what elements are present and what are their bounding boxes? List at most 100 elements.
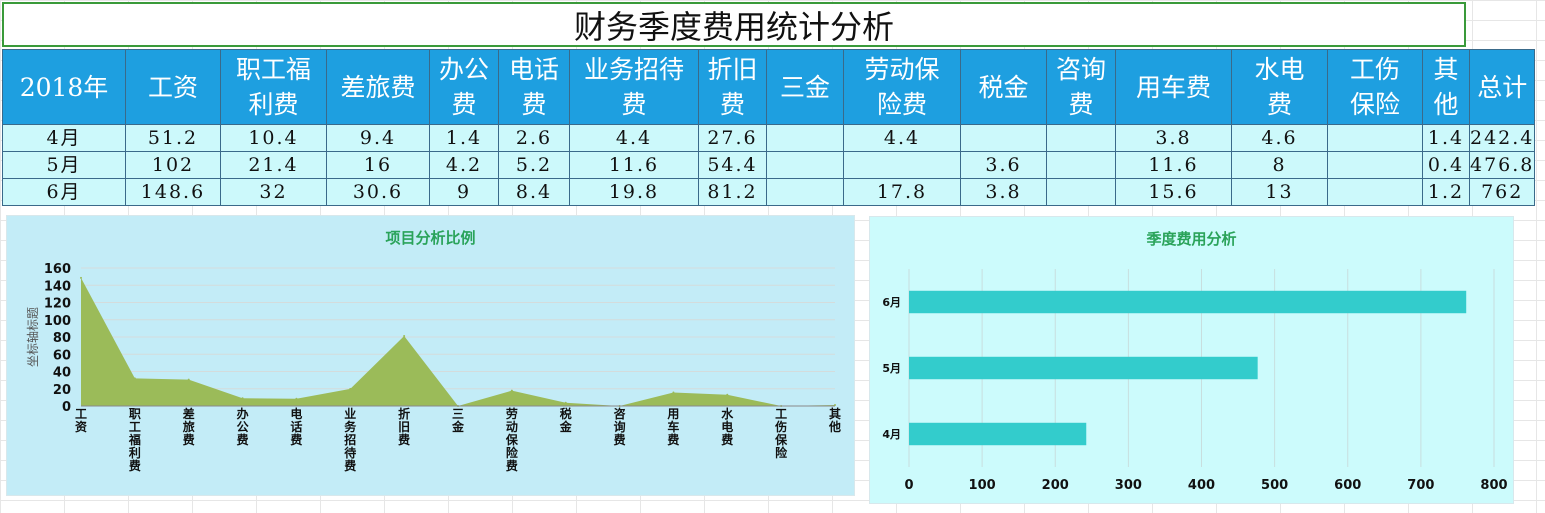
value-cell[interactable]: [1046, 124, 1116, 152]
value-cell[interactable]: 148.6: [125, 178, 221, 206]
x-tick-char: 公: [237, 420, 249, 434]
value-cell[interactable]: 15.6: [1115, 178, 1232, 206]
area-chart-panel[interactable]: 项目分析比例 0 20 40 60 80 100 120 140 160 工资 职工福利费 差旅费 办公…: [6, 215, 855, 496]
bar-chart-panel[interactable]: 季度费用分析 0 100 200 300 400 500 600 700 800 4月 5月 6月: [869, 216, 1514, 504]
x-tick-char: 电: [721, 419, 733, 434]
x-tick-label: 500: [1261, 478, 1288, 493]
value-cell[interactable]: 54.4: [698, 151, 767, 179]
value-cell[interactable]: 2.6: [498, 124, 570, 152]
value-cell[interactable]: 21.4: [220, 151, 327, 179]
value-cell[interactable]: 11.6: [1115, 151, 1232, 179]
value-cell[interactable]: [1327, 178, 1423, 206]
value-cell[interactable]: 9: [429, 178, 499, 206]
column-header[interactable]: 水电费: [1231, 49, 1328, 125]
column-header[interactable]: 劳动保 险费: [843, 49, 961, 125]
x-tick-char: 险: [506, 445, 519, 460]
x-tick-char: 费: [398, 432, 410, 447]
column-header[interactable]: 电话费: [498, 49, 570, 125]
column-header[interactable]: 咨询费: [1046, 49, 1116, 125]
value-cell[interactable]: [1327, 124, 1423, 152]
row-label-cell[interactable]: 5月: [2, 151, 126, 179]
value-cell[interactable]: 17.8: [843, 178, 961, 206]
value-cell[interactable]: 4.4: [843, 124, 961, 152]
x-tick-label: 600: [1334, 478, 1361, 493]
value-cell[interactable]: 9.4: [326, 124, 430, 152]
value-cell[interactable]: 3.8: [1115, 124, 1232, 152]
column-header[interactable]: 三金: [766, 49, 844, 125]
value-cell[interactable]: 32: [220, 178, 327, 206]
row-label-cell[interactable]: 4月: [2, 124, 126, 152]
value-cell[interactable]: [766, 124, 844, 152]
value-cell[interactable]: 4.6: [1231, 124, 1328, 152]
column-header[interactable]: 用车费: [1115, 49, 1232, 125]
column-header[interactable]: 办公费: [429, 49, 499, 125]
value-cell[interactable]: [843, 151, 961, 179]
value-cell[interactable]: 242.4: [1468, 124, 1536, 152]
value-cell[interactable]: 27.6: [698, 124, 767, 152]
column-header[interactable]: 2018年: [2, 49, 126, 125]
value-cell[interactable]: 1.4: [429, 124, 499, 152]
value-cell[interactable]: 81.2: [698, 178, 767, 206]
x-tick-label: 电话费: [290, 406, 302, 447]
value-cell[interactable]: 102: [125, 151, 221, 179]
value-cell[interactable]: 8.4: [498, 178, 570, 206]
value-cell[interactable]: 51.2: [125, 124, 221, 152]
column-header-text: 三金: [779, 72, 830, 102]
row-label-cell[interactable]: 6月: [2, 178, 126, 206]
value-cell[interactable]: 762: [1468, 178, 1536, 206]
column-header-text: 职工福: [235, 55, 311, 84]
value-cell[interactable]: 13: [1231, 178, 1328, 206]
x-tick-label: 其他: [828, 406, 841, 434]
column-header-text: 费: [451, 90, 477, 119]
area-chart-title: 项目分析比例: [385, 229, 476, 247]
column-header[interactable]: 工伤 保险: [1327, 49, 1423, 125]
value-cell[interactable]: [1046, 178, 1116, 206]
sheet-title-cell[interactable]: 财务季度费用统计分析: [2, 2, 1466, 47]
column-header[interactable]: 其他: [1422, 49, 1470, 125]
column-header-text: 劳动保: [864, 55, 940, 84]
x-tick-char: 旧: [398, 420, 410, 434]
value-cell[interactable]: 8: [1231, 151, 1328, 179]
column-header[interactable]: 工资: [125, 49, 221, 125]
x-tick-char: 费: [614, 432, 626, 447]
column-header-text: 用车费: [1135, 72, 1211, 102]
x-tick-label: 职工福利费: [128, 407, 141, 473]
column-header[interactable]: 折旧费: [698, 49, 767, 125]
bar-chart: 0 100 200 300 400 500 600 700 800 4月 5月 6月: [882, 269, 1508, 493]
value-cell[interactable]: [960, 124, 1047, 152]
column-header[interactable]: 税金: [960, 49, 1047, 125]
y-tick-label: 0: [62, 400, 71, 415]
column-header-text: 差旅费: [340, 72, 416, 102]
value-cell[interactable]: 4.4: [569, 124, 699, 152]
value-cell[interactable]: 1.4: [1422, 124, 1470, 152]
value-cell[interactable]: 3.8: [960, 178, 1047, 206]
value-cell[interactable]: 30.6: [326, 178, 430, 206]
value-cell[interactable]: 476.8: [1468, 151, 1536, 179]
column-header[interactable]: 差旅费: [326, 49, 430, 125]
column-header-text: 总计: [1477, 72, 1528, 102]
x-tick-char: 费: [506, 458, 518, 473]
column-header[interactable]: 职工福 利费: [220, 49, 327, 125]
value-cell[interactable]: 0.4: [1422, 151, 1470, 179]
x-tick-label: 咨询费: [614, 406, 626, 447]
column-header[interactable]: 总计: [1468, 49, 1536, 125]
x-tick-char: 差: [182, 406, 195, 421]
value-cell[interactable]: 1.2: [1422, 178, 1470, 206]
value-cell[interactable]: 5.2: [498, 151, 570, 179]
value-cell[interactable]: 19.8: [569, 178, 699, 206]
x-tick-char: 工: [129, 420, 141, 434]
x-tick-char: 水: [721, 406, 734, 421]
x-tick-label: 0: [904, 478, 913, 493]
value-cell[interactable]: [1046, 151, 1116, 179]
x-tick-char: 金: [559, 419, 573, 434]
value-cell[interactable]: [766, 178, 844, 206]
value-cell[interactable]: 10.4: [220, 124, 327, 152]
value-cell[interactable]: 16: [326, 151, 430, 179]
value-cell[interactable]: 11.6: [569, 151, 699, 179]
x-tick-char: 费: [129, 458, 141, 473]
value-cell[interactable]: [766, 151, 844, 179]
value-cell[interactable]: 4.2: [429, 151, 499, 179]
value-cell[interactable]: [1327, 151, 1423, 179]
column-header[interactable]: 业务招待费: [569, 49, 699, 125]
value-cell[interactable]: 3.6: [960, 151, 1047, 179]
